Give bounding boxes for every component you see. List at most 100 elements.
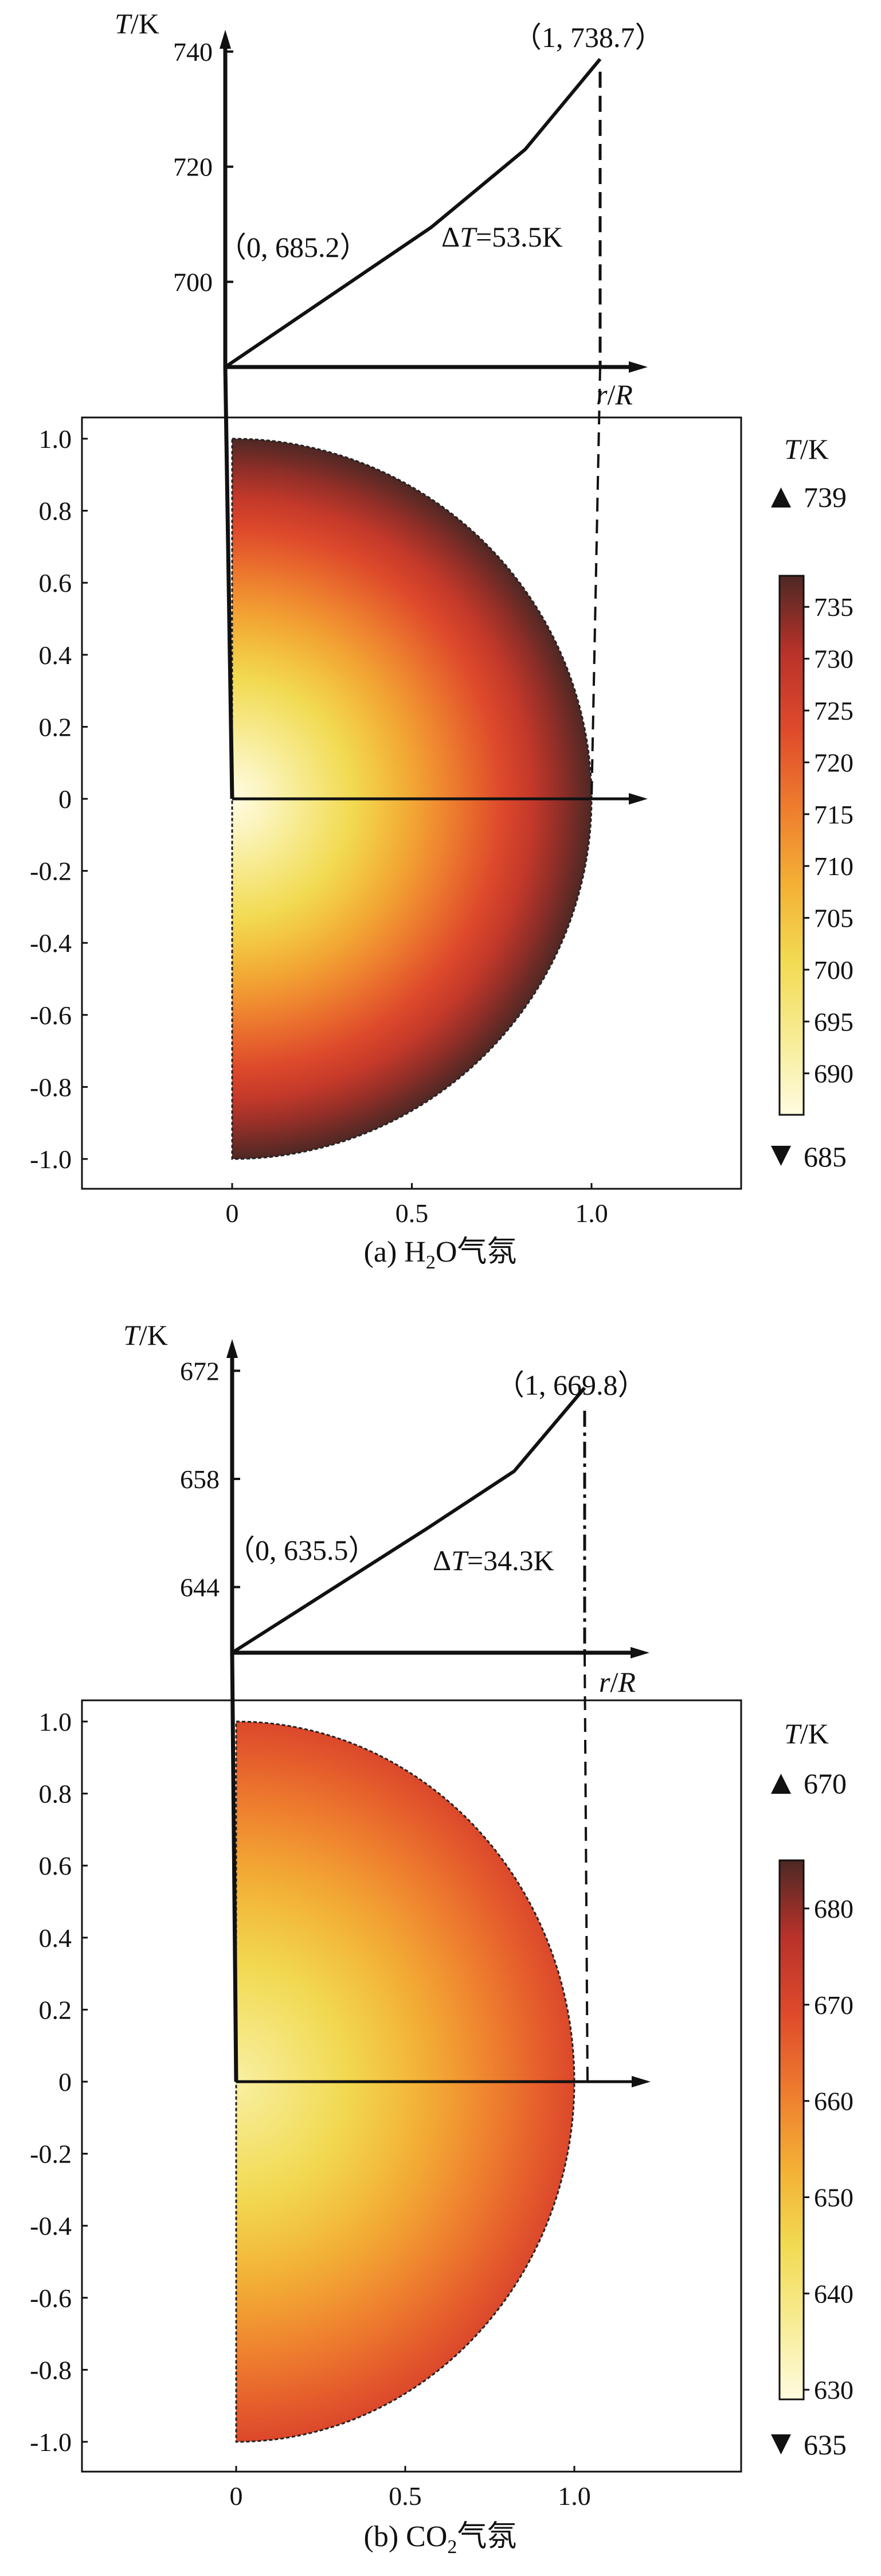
colorbar-tick-label: 650: [814, 2183, 853, 2212]
end-point-label: （1, 669.8）: [496, 1369, 647, 1401]
contour-y-ticks: 1.0 0.8 0.6 0.4 0.2 0 -0.2 -0.4 -0.6 -0.8 -1.0: [30, 1707, 88, 2457]
caption-a: (a) H2O气氛: [364, 1236, 517, 1273]
contour-x-tick-label: 0.5: [396, 1199, 429, 1228]
contour-axis-vertical: [230, 1652, 238, 2082]
contour-x-ticks: 0 0.5 1.0: [226, 1183, 608, 1228]
colorbar-ticks: 690 695 700 705 710 715 720 725 730 735: [804, 592, 853, 1088]
contour-axis-arrow: [629, 793, 648, 805]
min-marker-value: 685: [804, 1141, 847, 1173]
contour-y-tick-label: 0.6: [39, 568, 72, 598]
contour-y-tick-label: 0.6: [39, 1851, 72, 1880]
y-tick-label: 700: [173, 267, 213, 296]
min-marker-value: 635: [804, 2429, 847, 2461]
surface-dashed-guide-lower: [590, 366, 601, 799]
colorbar-tick-label: 690: [814, 1059, 853, 1088]
y-tick-label: 672: [180, 1356, 220, 1385]
y-tick-label: 720: [173, 153, 213, 182]
contour-y-tick-label: -0.6: [30, 2284, 72, 2313]
contour-plot-frame: [81, 1699, 742, 2473]
contour-y-tick-label: 0.2: [39, 1995, 72, 2024]
min-marker-triangle: [771, 2434, 791, 2454]
contour-axis-arrow: [632, 2076, 651, 2087]
colorbar-tick-label: 730: [814, 645, 853, 674]
contour-y-ticks: 1.0 0.8 0.6 0.4 0.2 0 -0.2 -0.4 -0.6 -0.8 -1.0: [30, 424, 88, 1174]
max-marker-value: 739: [804, 481, 847, 513]
line-plot-y-ticks: 644 658 672: [180, 1356, 240, 1602]
line-plot-ylabel: T/K: [123, 1319, 168, 1351]
colorbar-tick-label: 630: [814, 2375, 853, 2405]
y-tick-label: 658: [180, 1465, 220, 1494]
line-plot-xlabel: r/R: [599, 1666, 636, 1698]
line-plot-xlabel: r/R: [596, 378, 633, 411]
contour-y-tick-label: -0.4: [30, 2211, 72, 2241]
colorbar-tick-label: 720: [814, 748, 853, 777]
colorbar-tick-label: 705: [814, 904, 853, 933]
contour-y-tick-label: -0.2: [30, 857, 72, 886]
colorbar-tick-label: 725: [814, 696, 853, 725]
contour-y-tick-label: 1.0: [39, 1707, 72, 1736]
contour-y-tick-label: -0.8: [30, 2355, 72, 2384]
x-axis-arrow: [631, 1647, 649, 1658]
colorbar-tick-label: 680: [814, 1894, 853, 1923]
contour-y-tick-label: 0.8: [39, 497, 72, 526]
surface-dashed-guide-lower: [584, 1652, 589, 2082]
x-axis-arrow: [629, 361, 648, 373]
contour-y-tick-label: 0: [58, 784, 72, 814]
y-tick-label: 740: [173, 37, 213, 67]
y-axis-arrow: [220, 30, 231, 49]
temperature-contour-plot: 1.0 0.8 0.6 0.4 0.2 0 -0.2 -0.4 -0.6 -0.8 -1.0 0 0.…: [30, 1411, 742, 2511]
y-tick-label: 644: [180, 1573, 220, 1602]
contour-y-tick-label: 0: [58, 2067, 72, 2097]
colorbar-tick-label: 700: [814, 955, 853, 985]
colorbar-ticks: 630 640 650 660 670 680: [804, 1894, 853, 2405]
colorbar-tick-label: 735: [814, 592, 853, 622]
contour-x-ticks: 0 0.5 1.0: [230, 2466, 591, 2511]
contour-y-tick-label: 1.0: [39, 424, 72, 454]
line-plot-ylabel: T/K: [115, 7, 159, 40]
contour-y-tick-label: -1.0: [30, 1145, 72, 1174]
colorbar-tick-label: 670: [814, 1990, 853, 2020]
colorbar-tick-label: 660: [814, 2087, 853, 2116]
end-point-label: （1, 738.7）: [513, 21, 664, 53]
colorbar-gradient: [778, 575, 805, 1116]
line-plot-y-ticks: 700 720 740: [173, 37, 233, 296]
min-marker-triangle: [771, 1146, 791, 1166]
colorbar: T/K 739 690 695 700 705 710 715 720 725 730 735 6…: [771, 433, 853, 1173]
colorbar-tick-label: 695: [814, 1007, 853, 1036]
contour-y-tick-label: 0.4: [39, 641, 72, 670]
contour-x-tick-label: 0.5: [389, 2481, 422, 2511]
contour-x-tick-label: 1.0: [558, 2481, 591, 2511]
colorbar-title: T/K: [784, 433, 829, 465]
caption-b: (b) CO2气氛: [364, 2520, 517, 2558]
contour-y-tick-label: 0.2: [39, 712, 72, 741]
contour-x-tick-label: 1.0: [575, 1199, 608, 1228]
colorbar-tick-label: 640: [814, 2279, 853, 2308]
colorbar-tick-label: 715: [814, 800, 853, 829]
contour-y-tick-label: -1.0: [30, 2427, 72, 2457]
delta-t-label: ΔT=53.5K: [441, 221, 563, 253]
max-marker-triangle: [771, 1774, 791, 1794]
contour-y-tick-label: 0.4: [39, 1923, 72, 1953]
max-marker-triangle: [771, 487, 791, 508]
y-axis-arrow: [226, 1339, 238, 1358]
start-point-label: （0, 635.5）: [226, 1534, 377, 1566]
contour-y-tick-label: -0.2: [30, 2140, 72, 2169]
colorbar-tick-label: 710: [814, 852, 853, 881]
max-marker-value: 670: [804, 1767, 847, 1800]
contour-axis-vertical: [223, 366, 234, 799]
temperature-series-line: [231, 1387, 586, 1654]
contour-y-tick-label: -0.8: [30, 1072, 72, 1102]
contour-x-tick-label: 0: [226, 1199, 239, 1228]
temperature-series-line: [224, 58, 602, 369]
temperature-contour-plot: 1.0 0.8 0.6 0.4 0.2 0 -0.2 -0.4 -0.6 -0.8 -1.0 0 0.…: [30, 72, 742, 1228]
start-point-label: （0, 685.2）: [218, 231, 369, 263]
colorbar-gradient: [778, 1859, 805, 2401]
contour-y-tick-label: 0.8: [39, 1779, 72, 1809]
contour-y-tick-label: -0.6: [30, 1001, 72, 1030]
colorbar-title: T/K: [784, 1718, 829, 1750]
